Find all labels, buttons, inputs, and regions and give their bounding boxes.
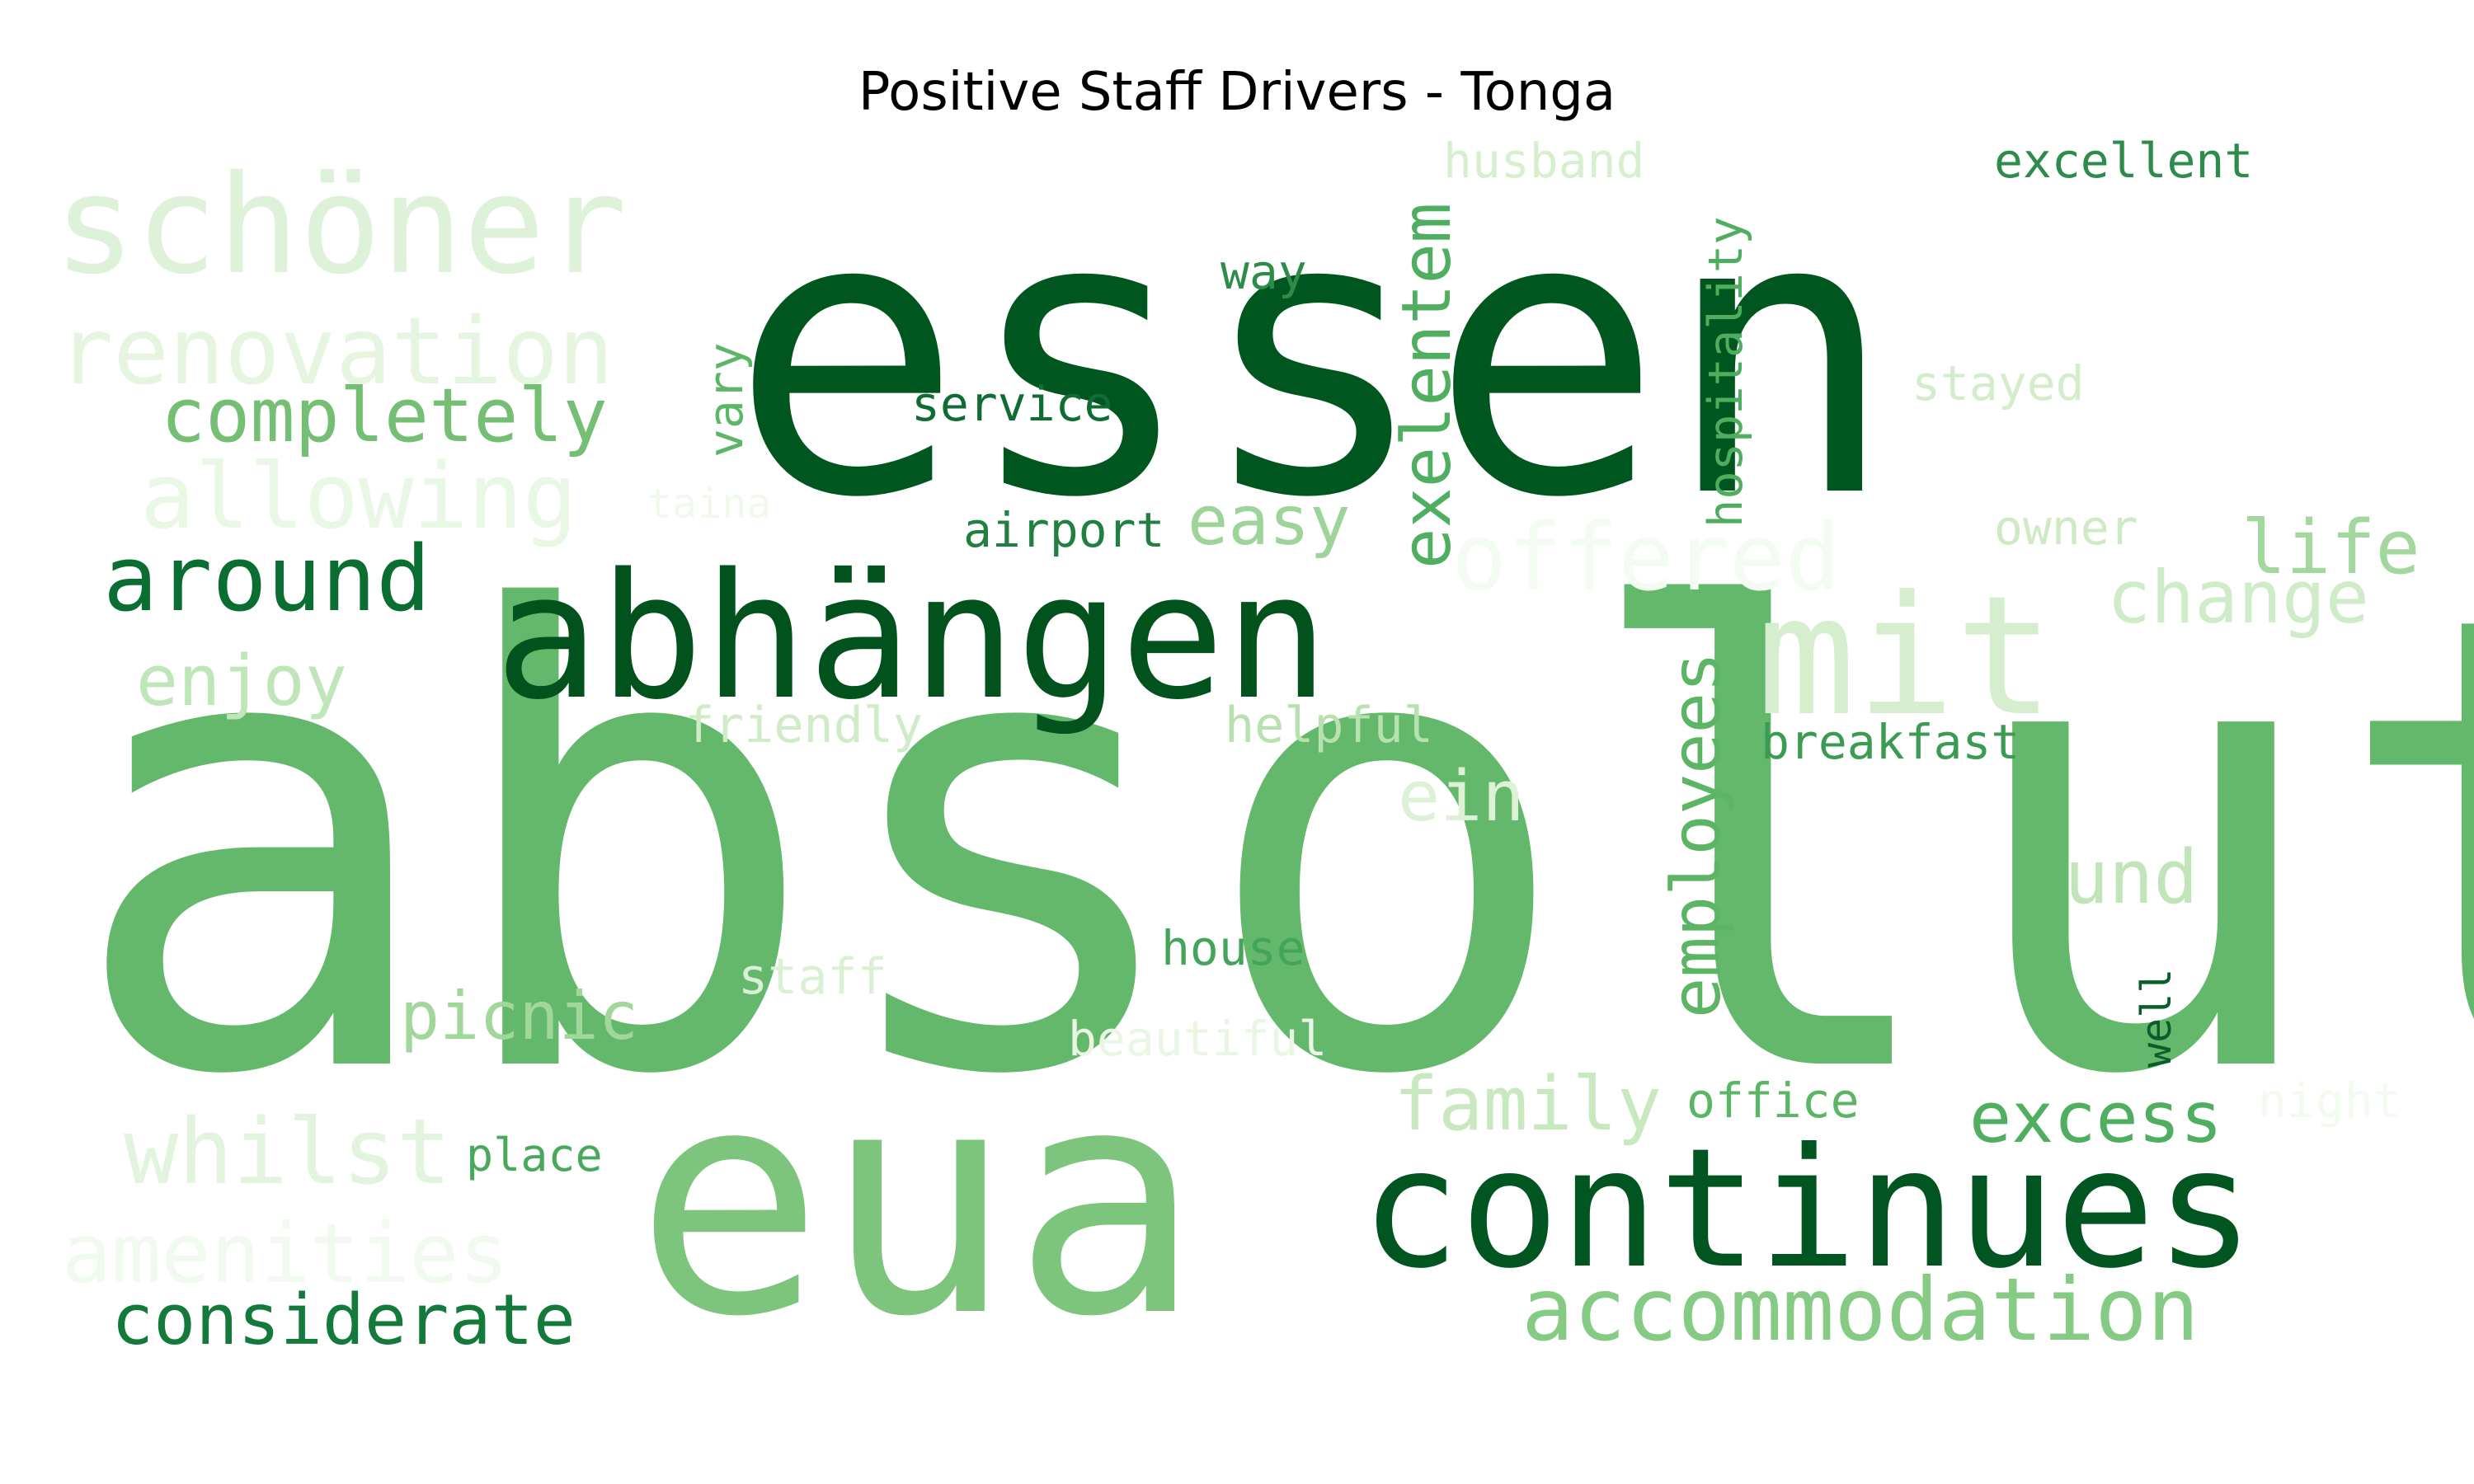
word-2: eua xyxy=(635,1020,1201,1385)
word-22: airport xyxy=(963,502,1164,558)
word-7: renovation xyxy=(58,298,614,406)
word-15: considerate xyxy=(111,1280,576,1361)
word-11: enjoy xyxy=(136,641,347,722)
word-25: way xyxy=(1221,244,1307,300)
word-46: accommodation xyxy=(1522,1260,2199,1360)
word-30: hospitality xyxy=(1699,217,1753,528)
word-31: offered xyxy=(1451,505,1841,612)
word-1: essen xyxy=(730,131,1897,582)
word-3: continues xyxy=(1361,1113,2255,1305)
word-36: excellent xyxy=(1994,133,2253,189)
word-9: allowing xyxy=(140,444,577,549)
word-12: picnic xyxy=(400,978,638,1054)
chart-title: Positive Staff Drivers - Tonga xyxy=(858,62,1616,123)
word-28: exelentem xyxy=(1388,203,1466,569)
word-5: mit xyxy=(1757,561,2054,753)
word-34: family xyxy=(1394,1061,1662,1148)
word-41: breakfast xyxy=(1761,714,2020,770)
word-6: schöner xyxy=(54,146,627,304)
word-17: staff xyxy=(738,948,887,1006)
word-39: life xyxy=(2241,505,2420,591)
word-10: around xyxy=(103,526,430,632)
word-43: well xyxy=(2133,969,2180,1068)
word-38: owner xyxy=(1994,500,2138,556)
word-19: house xyxy=(1161,920,1305,976)
word-45: night xyxy=(2258,1073,2402,1129)
word-44: excess xyxy=(1969,1078,2222,1159)
word-4: abhängen xyxy=(495,536,1329,738)
word-21: helpful xyxy=(1225,697,1433,754)
word-16: place xyxy=(466,1129,603,1181)
word-33: ein xyxy=(1398,756,1525,838)
word-24: service xyxy=(911,376,1112,432)
word-13: whilst xyxy=(124,1099,451,1205)
word-27: taina xyxy=(647,480,772,528)
word-8: completely xyxy=(161,373,608,459)
word-20: friendly xyxy=(684,697,923,754)
word-42: und xyxy=(2064,834,2199,921)
word-35: office xyxy=(1686,1073,1860,1129)
word-29: husband xyxy=(1443,133,1644,189)
word-0: absolut xyxy=(66,483,2474,1212)
word-32: employees xyxy=(1658,652,1736,1018)
word-23: easy xyxy=(1188,482,1350,561)
word-40: change xyxy=(2107,555,2369,640)
word-37: stayed xyxy=(1912,355,2085,411)
word-18: beautiful xyxy=(1068,1011,1327,1067)
word-26: vary xyxy=(698,342,754,458)
word-14: amenities xyxy=(62,1205,509,1302)
